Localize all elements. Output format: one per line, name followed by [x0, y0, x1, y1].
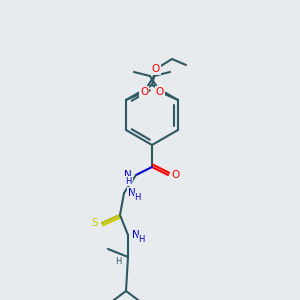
Text: N: N	[132, 230, 140, 240]
Text: N: N	[124, 170, 132, 180]
Text: O: O	[140, 87, 148, 97]
Text: H: H	[134, 194, 140, 202]
Text: H: H	[138, 236, 144, 244]
Text: H: H	[116, 256, 122, 266]
Text: O: O	[152, 64, 160, 74]
Text: S: S	[92, 218, 98, 228]
Text: H: H	[126, 176, 132, 185]
Text: O: O	[171, 170, 179, 180]
Text: N: N	[128, 188, 136, 198]
Text: O: O	[156, 87, 164, 97]
